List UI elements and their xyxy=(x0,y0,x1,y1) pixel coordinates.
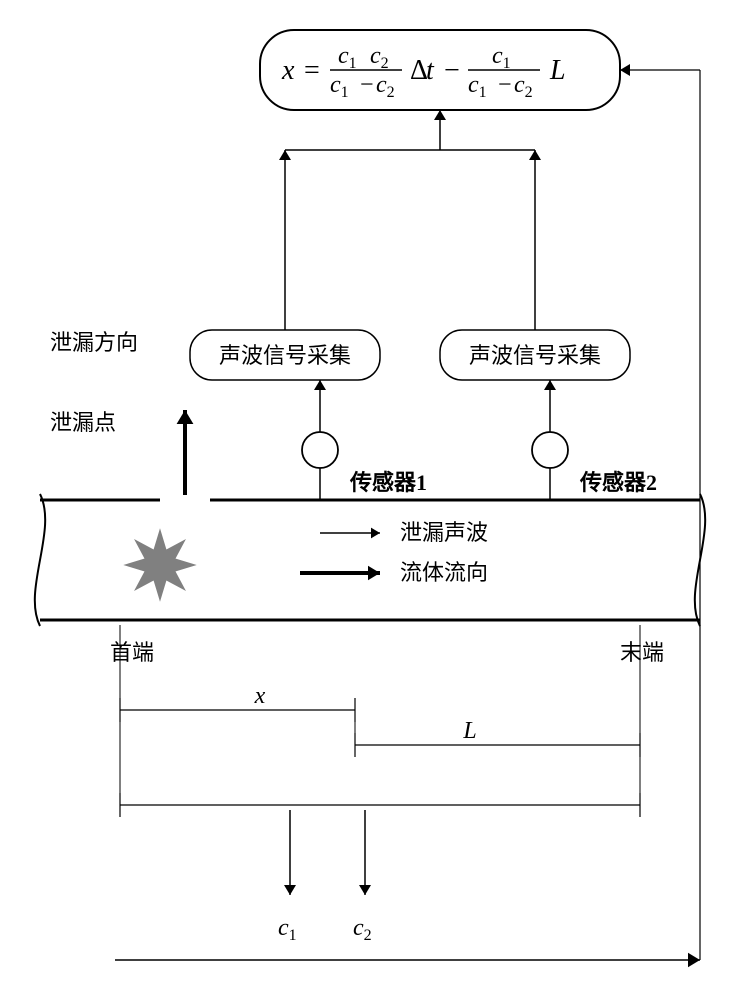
svg-text:−: − xyxy=(444,55,460,86)
formula: x=c1c2c1−c2Δt−c1c1−c2L xyxy=(281,43,566,101)
svg-text:c1: c1 xyxy=(492,43,511,72)
leak-wave-label: 泄漏声波 xyxy=(400,520,488,545)
svg-text:c2: c2 xyxy=(353,915,372,944)
svg-text:t: t xyxy=(426,55,435,86)
svg-text:L: L xyxy=(462,718,476,744)
svg-text:=: = xyxy=(304,55,320,86)
svg-text:x: x xyxy=(281,55,295,86)
svg-text:L: L xyxy=(549,55,566,86)
svg-text:c2: c2 xyxy=(514,72,533,101)
svg-text:c2: c2 xyxy=(370,43,389,72)
svg-text:x: x xyxy=(254,683,266,709)
signal-box-label-left: 声波信号采集 xyxy=(219,343,351,368)
sensor-label-s2: 传感器2 xyxy=(579,470,657,495)
velocity-label-c2: c2 xyxy=(353,915,372,944)
svg-text:c1: c1 xyxy=(338,43,357,72)
svg-text:c1: c1 xyxy=(278,915,297,944)
svg-text:c1: c1 xyxy=(330,72,349,101)
pipe-tail-label: 末端 xyxy=(620,640,664,665)
velocity-label-c1: c1 xyxy=(278,915,297,944)
sensor-s1 xyxy=(302,432,338,468)
pipe-head-label: 首端 xyxy=(110,640,154,665)
fluid-flow-label: 流体流向 xyxy=(400,560,488,585)
sensor-s2 xyxy=(532,432,568,468)
svg-text:c1: c1 xyxy=(468,72,487,101)
signal-box-label-right: 声波信号采集 xyxy=(469,343,601,368)
svg-text:c2: c2 xyxy=(376,72,395,101)
leak-direction-label: 泄漏方向 xyxy=(50,330,138,355)
leak-point-label: 泄漏点 xyxy=(50,410,116,435)
svg-text:−: − xyxy=(360,72,374,98)
leak-star-icon xyxy=(125,530,195,600)
sensor-label-s1: 传感器1 xyxy=(349,470,427,495)
svg-text:−: − xyxy=(498,72,512,98)
